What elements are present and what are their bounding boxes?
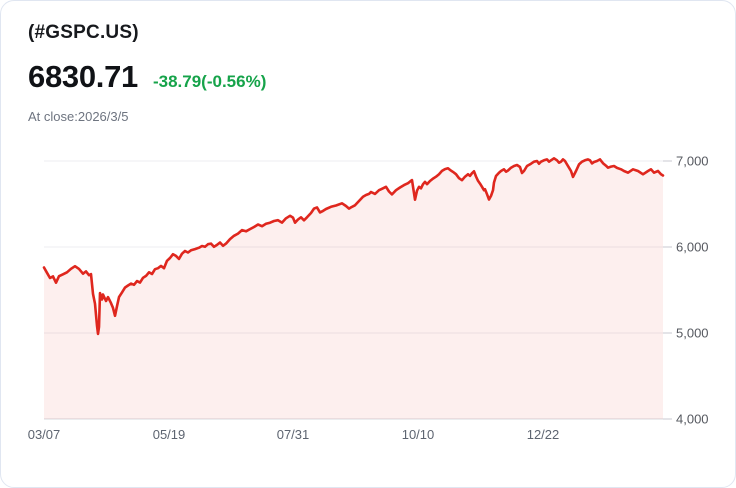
quote-header: (#GSPC.US) 6830.71 -38.79(-0.56%) At clo… <box>1 1 735 124</box>
symbol-title: (#GSPC.US) <box>28 22 139 43</box>
last-price: 6830.71 <box>28 59 138 94</box>
x-axis-label: 12/22 <box>527 427 560 442</box>
x-axis-label: 10/10 <box>402 427 435 442</box>
price-line <box>42 157 665 336</box>
y-axis-label: 4,000 <box>676 412 709 427</box>
price-row: 6830.71 -38.79(-0.56%) <box>28 59 735 95</box>
y-axis-label: 5,000 <box>676 326 709 341</box>
price-area <box>44 158 663 420</box>
x-axis-label: 07/31 <box>277 427 310 442</box>
x-axis-label: 03/07 <box>28 427 61 442</box>
y-axis-label: 6,000 <box>676 240 709 255</box>
y-axis-label: 7,000 <box>676 154 709 169</box>
x-axis-label: 05/19 <box>153 427 186 442</box>
as-of-close-label: At close:2026/3/5 <box>28 109 129 124</box>
price-change: -38.79(-0.56%) <box>152 72 267 91</box>
